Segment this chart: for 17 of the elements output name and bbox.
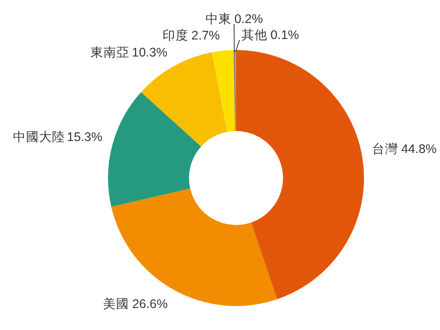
data-label: 15.3% <box>66 130 102 144</box>
donut-slice <box>108 92 202 207</box>
slice-label: 台灣 <box>372 142 398 156</box>
slice-label: 中東 <box>205 12 232 26</box>
data-label: 0.2% <box>234 12 263 26</box>
slice-label: 印度 <box>162 28 188 43</box>
slice-label: 美國 <box>103 296 130 311</box>
data-label: 0.1% <box>270 28 300 42</box>
data-label: 44.8% <box>401 142 437 156</box>
data-label: 10.3% <box>132 45 168 60</box>
donut-slice <box>212 50 236 132</box>
data-label: 2.7% <box>191 28 220 43</box>
data-label: 26.6% <box>132 296 168 311</box>
slice-label: 其他 <box>242 28 268 42</box>
slice-label: 中國大陸 <box>12 130 65 144</box>
slice-label: 東南亞 <box>90 45 130 60</box>
donut-slice <box>236 50 364 300</box>
